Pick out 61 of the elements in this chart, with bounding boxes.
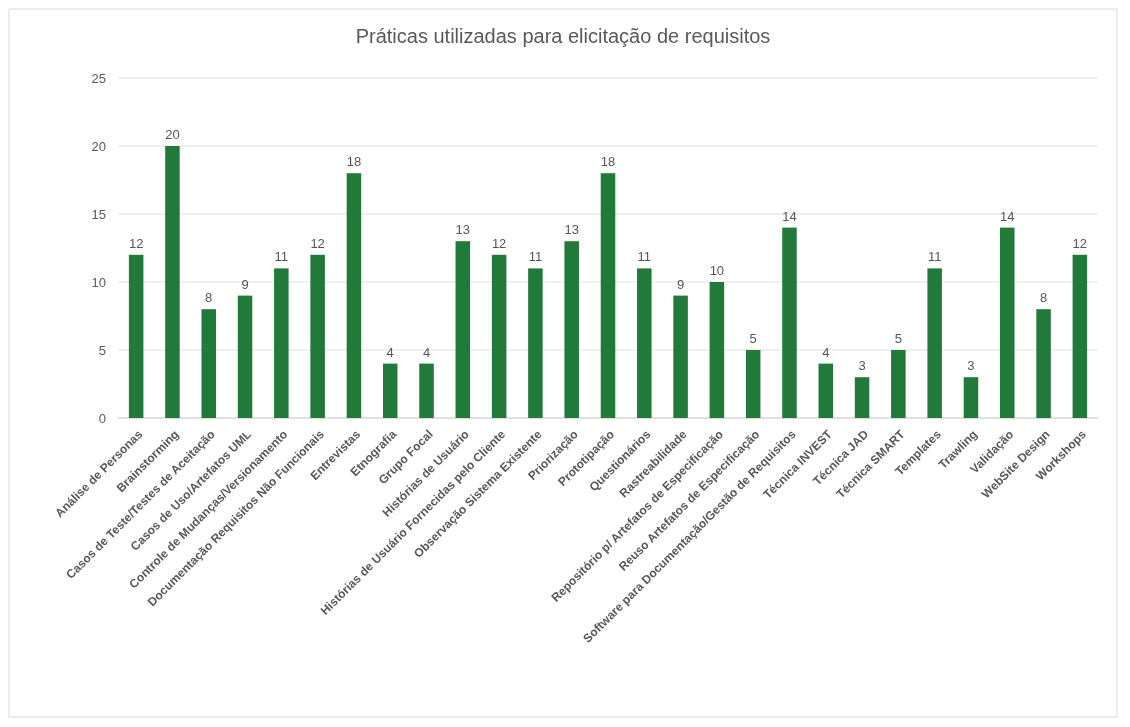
bar (528, 268, 543, 418)
y-tick-label: 20 (91, 138, 106, 154)
data-label: 12 (310, 235, 325, 251)
data-label: 4 (422, 344, 431, 360)
data-label: 14 (782, 208, 797, 224)
data-label: 12 (491, 235, 507, 251)
bar (891, 350, 906, 418)
bar (564, 241, 579, 418)
data-label: 3 (967, 358, 975, 374)
data-label: 9 (241, 276, 249, 292)
bar (1000, 227, 1015, 418)
data-label: 13 (455, 222, 471, 238)
bar (927, 268, 942, 418)
y-tick-label: 5 (98, 342, 106, 358)
bar (1072, 254, 1088, 418)
bar (600, 173, 616, 418)
bar (165, 146, 180, 418)
bar (491, 254, 507, 418)
bar (201, 309, 216, 418)
y-tick-label: 0 (98, 410, 106, 426)
bar (673, 295, 688, 418)
data-label: 5 (749, 331, 757, 346)
bar (419, 363, 434, 418)
bar (310, 254, 325, 418)
data-label: 11 (274, 249, 289, 265)
bar (1036, 309, 1051, 418)
bar (274, 268, 289, 418)
data-label: 18 (346, 154, 362, 170)
data-label: 8 (205, 290, 213, 306)
data-label: 11 (528, 249, 543, 265)
bar (745, 350, 761, 418)
chart-title: Práticas utilizadas para elicitação de requisitos (355, 25, 771, 47)
data-label: 18 (600, 154, 616, 170)
bar (854, 377, 870, 418)
bar (782, 227, 797, 418)
bar (346, 173, 362, 418)
data-label: 5 (894, 331, 902, 346)
data-label: 20 (165, 127, 180, 142)
data-label: 11 (637, 249, 652, 265)
data-label: 11 (927, 249, 942, 265)
data-label: 12 (128, 235, 144, 251)
data-label: 3 (858, 358, 866, 374)
data-label: 14 (1000, 208, 1015, 224)
y-tick-label: 15 (91, 206, 106, 222)
bar (818, 363, 834, 418)
data-label: 12 (1072, 235, 1088, 251)
bar (709, 282, 725, 418)
bar (128, 254, 144, 418)
bar (963, 377, 979, 418)
y-tick-label: 25 (91, 70, 106, 86)
data-label: 4 (386, 344, 394, 360)
data-label: 13 (564, 222, 579, 238)
data-label: 8 (1039, 290, 1048, 306)
data-label: 9 (676, 276, 685, 292)
bar (382, 363, 398, 418)
bar (455, 241, 471, 418)
bar (637, 268, 652, 418)
y-tick-label: 10 (91, 274, 106, 290)
data-label: 4 (822, 344, 830, 360)
data-label: 10 (709, 263, 725, 278)
bar (237, 295, 253, 418)
